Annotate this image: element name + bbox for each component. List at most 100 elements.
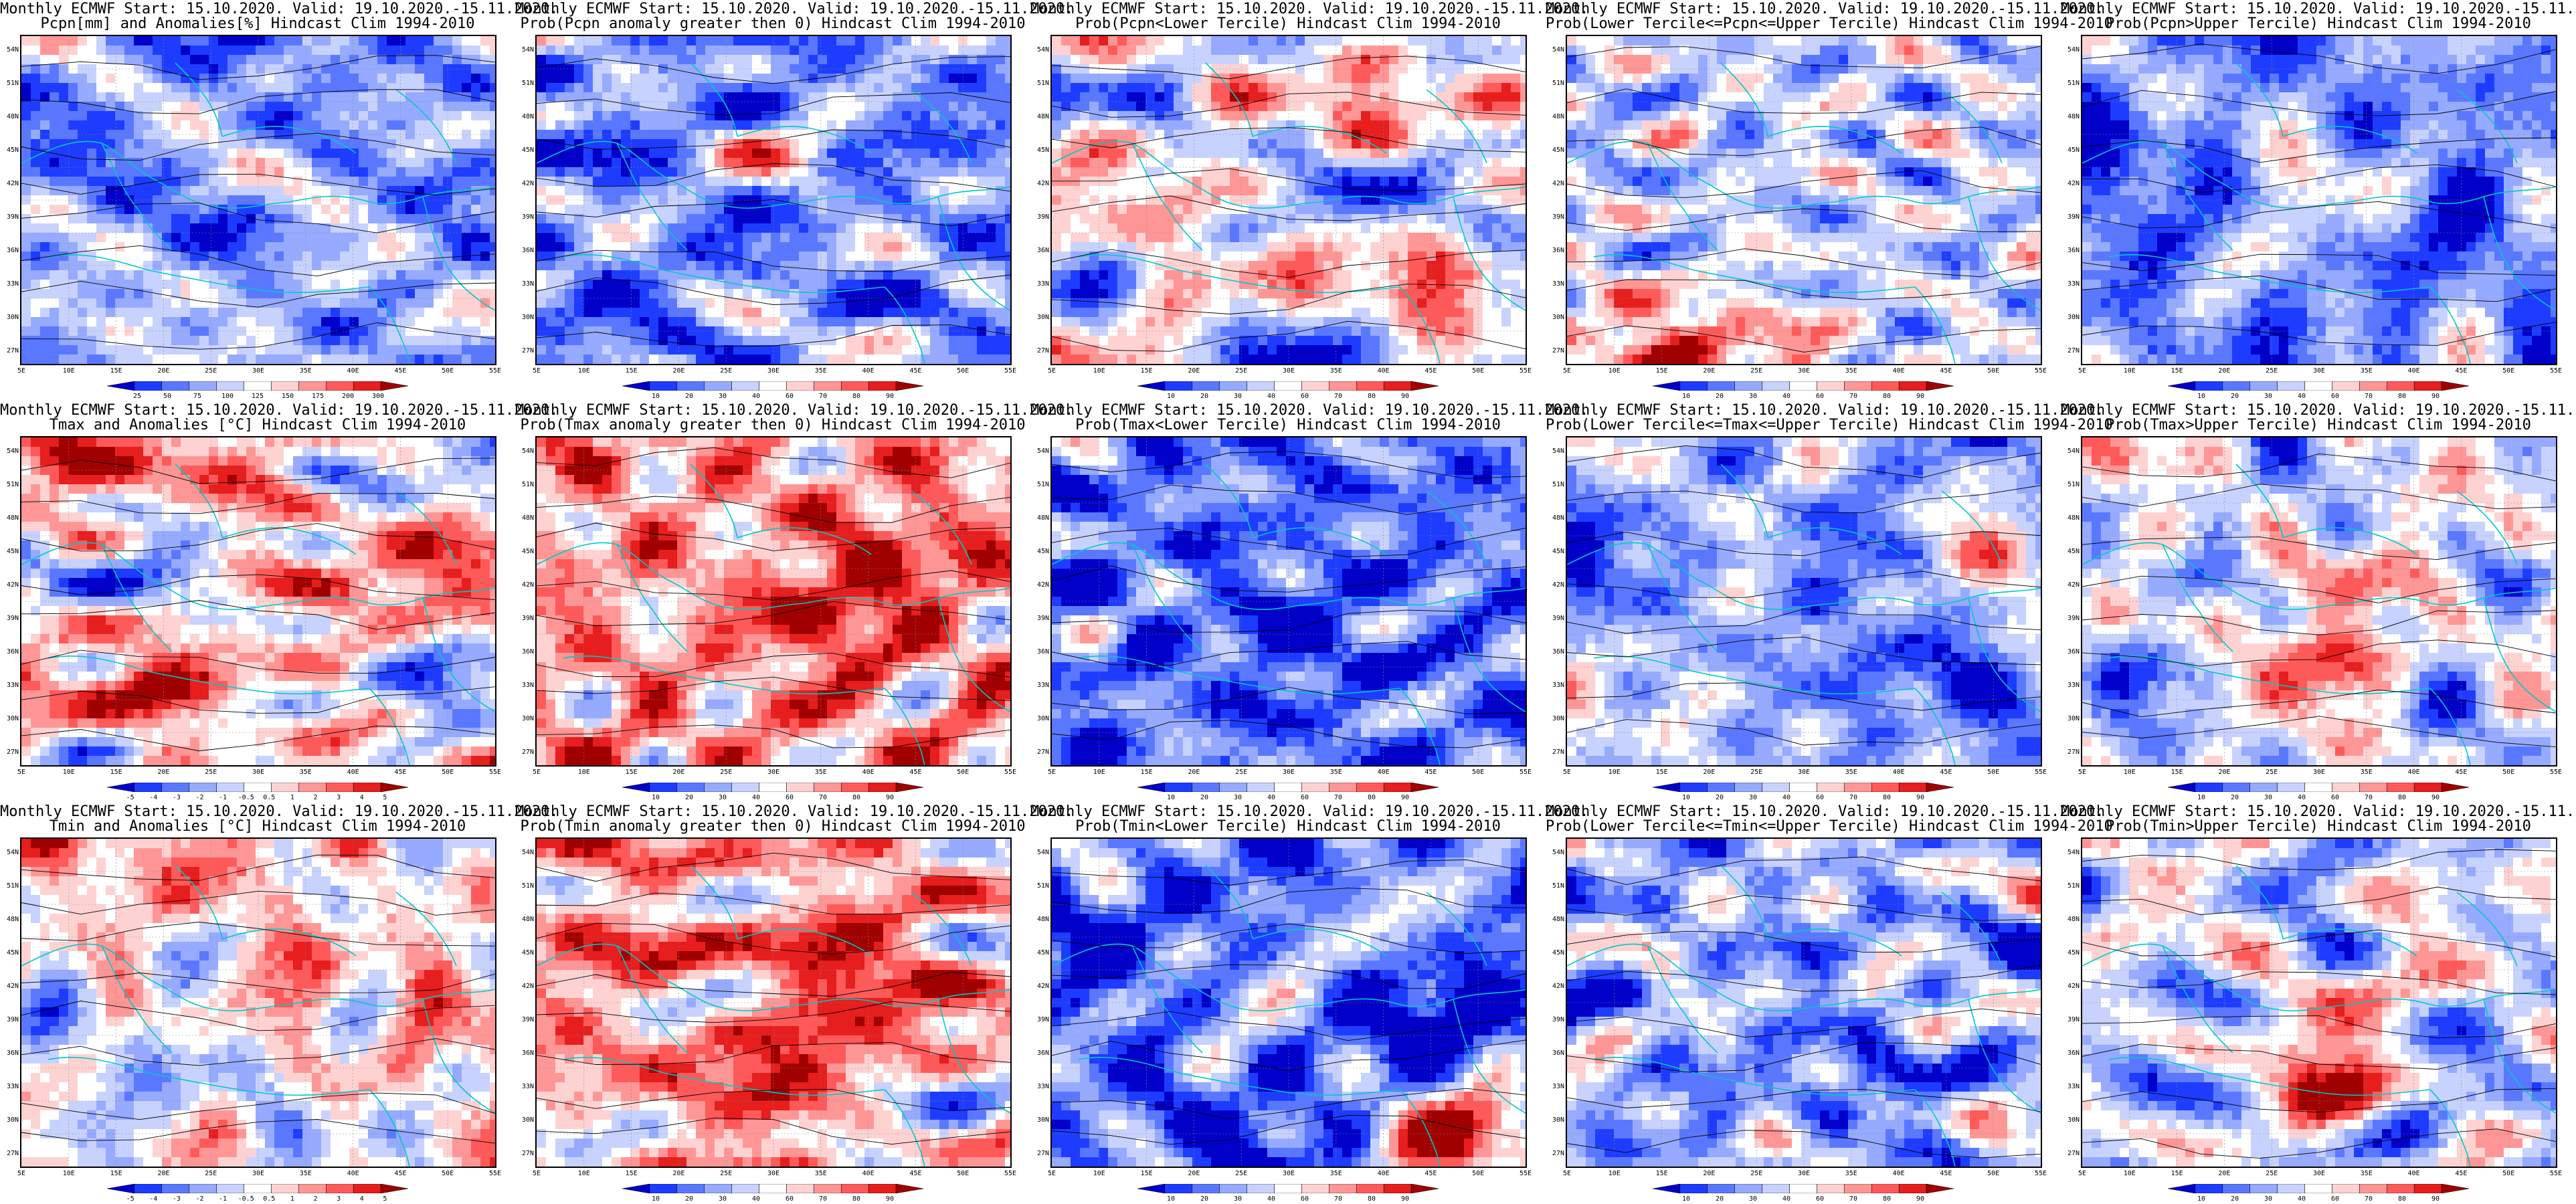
- colorbar-swatch: [2168, 1184, 2196, 1193]
- contour-line: [537, 447, 1010, 478]
- contour-line: [537, 199, 1010, 227]
- contour-line: [2082, 690, 2556, 718]
- coastline: [737, 527, 872, 555]
- contour-line: [2082, 610, 2556, 635]
- latitude-tick-label: 45N: [0, 950, 19, 957]
- coastline: [2235, 464, 2284, 538]
- latitude-tick-label: 30N: [1030, 1117, 1049, 1124]
- latitude-tick-label: 45N: [2061, 950, 2080, 957]
- colorbar-swatch: [1410, 1184, 1439, 1193]
- latitude-tick-label: 54N: [1546, 849, 1564, 856]
- latitude-tick-label: 48N: [0, 515, 19, 522]
- latitude-tick-label: 54N: [1030, 849, 1049, 856]
- longitude-tick-label: 40E: [2408, 368, 2420, 375]
- colorbar-swatch: [759, 1184, 787, 1193]
- colorbar-swatch: [895, 381, 923, 391]
- colorbar-tick-label: 10: [1682, 393, 1690, 400]
- longitude-tick-label: 10E: [578, 769, 590, 776]
- colorbar-swatch: [244, 783, 272, 792]
- contour-line: [537, 129, 1010, 150]
- contour-line: [1052, 168, 1526, 192]
- colorbar-swatch: [2304, 1184, 2332, 1193]
- panel-title-line2: Prob(Pcpn<Lower Tercile) Hindcast Clim 1…: [1030, 16, 1546, 32]
- contour-line: [1052, 964, 1526, 989]
- colorbar-swatch: [1329, 783, 1357, 792]
- colorbar-swatch: [134, 381, 163, 391]
- latitude-tick-label: 39N: [0, 615, 19, 622]
- colorbar-swatch: [353, 783, 381, 792]
- longitude-tick-label: 30E: [1798, 368, 1810, 375]
- latitude-tick-label: 36N: [2061, 649, 2080, 656]
- panel-title-line2: Prob(Tmax anomaly greater then 0) Hindca…: [515, 417, 1030, 433]
- latitude-tick-label: 54N: [515, 849, 534, 856]
- colorbar-swatch: [1247, 1184, 1275, 1193]
- longitude-tick-label: 10E: [2124, 1171, 2136, 1177]
- longitude-tick-label: 55E: [489, 1171, 501, 1177]
- contour-line: [1052, 320, 1526, 352]
- longitude-tick-label: 30E: [2313, 769, 2325, 776]
- longitude-tick-label: 20E: [1188, 1171, 1200, 1177]
- longitude-tick-label: 20E: [672, 769, 684, 776]
- coastline: [1593, 1056, 1916, 1096]
- coastline: [2162, 142, 2233, 251]
- coastline: [21, 943, 290, 1011]
- colorbar-tick-label: -0.5: [238, 1196, 254, 1203]
- colorbar-swatch: [649, 381, 678, 391]
- colorbar-tick-label: -3: [173, 1196, 181, 1203]
- coastline: [1647, 544, 1718, 652]
- map-panel: Monthly ECMWF Start: 15.10.2020. Valid: …: [1030, 401, 1588, 803]
- contour-line: [1567, 682, 2041, 711]
- colorbar: [622, 381, 923, 391]
- colorbar-tick-label: 20: [1716, 795, 1724, 801]
- panel-title-line2: Prob(Lower Tercile<=Tmax<=Upper Tercile)…: [1546, 417, 2113, 433]
- latitude-tick-label: 48N: [1546, 515, 1564, 522]
- colorbar-tick-label: 90: [886, 1196, 894, 1203]
- longitude-tick-label: 15E: [1141, 1171, 1153, 1177]
- colorbar-tick-label: 80: [852, 1196, 860, 1203]
- coastline: [1968, 999, 2041, 1114]
- longitude-tick-label: 15E: [626, 1171, 638, 1177]
- colorbar-tick-label: 70: [819, 1196, 827, 1203]
- colorbar-tick-label: 90: [1916, 393, 1924, 400]
- longitude-tick-label: 55E: [489, 769, 501, 776]
- longitude-tick-label: 55E: [2550, 368, 2562, 375]
- colorbar-swatch: [107, 1184, 135, 1193]
- latitude-tick-label: 27N: [1030, 1150, 1049, 1157]
- latitude-tick-label: 45N: [1030, 950, 1049, 957]
- colorbar-tick-label: 70: [2365, 795, 2373, 801]
- colorbar-tick-label: 80: [2398, 393, 2406, 400]
- latitude-tick-label: 48N: [515, 916, 534, 923]
- colorbar-tick-label: 10: [652, 795, 660, 801]
- colorbar-tick-label: 70: [1849, 1196, 1857, 1203]
- contour-line: [1567, 45, 2041, 68]
- coastline: [1914, 688, 1956, 765]
- longitude-tick-label: 25E: [1750, 368, 1762, 375]
- colorbar: [1653, 381, 1954, 391]
- contour-line: [2082, 639, 2556, 667]
- colorbar-swatch: [1164, 1184, 1193, 1193]
- colorbar-swatch: [2222, 381, 2250, 391]
- latitude-tick-label: 27N: [515, 1150, 534, 1157]
- latitude-tick-label: 42N: [1030, 181, 1049, 187]
- panel-title-line1: Monthly ECMWF Start: 15.10.2020. Valid: …: [515, 1, 1073, 17]
- latitude-tick-label: 42N: [1546, 582, 1564, 589]
- colorbar-swatch: [216, 1184, 244, 1193]
- coastline: [690, 464, 738, 538]
- latitude-tick-label: 33N: [2061, 281, 2080, 288]
- latitude-tick-label: 36N: [1546, 1050, 1564, 1057]
- longitude-tick-label: 40E: [1893, 769, 1905, 776]
- longitude-tick-label: 5E: [1048, 1171, 1056, 1177]
- colorbar-tick-label: 10: [652, 393, 660, 400]
- panel-title-line1: Monthly ECMWF Start: 15.10.2020. Valid: …: [515, 403, 1073, 419]
- latitude-tick-label: 33N: [0, 682, 19, 689]
- longitude-tick-label: 25E: [720, 368, 732, 375]
- longitude-tick-label: 15E: [110, 769, 122, 776]
- colorbar-swatch: [380, 381, 408, 391]
- latitude-tick-label: 36N: [1546, 247, 1564, 254]
- colorbar-tick-label: 30: [1234, 795, 1242, 801]
- colorbar-tick-label: 80: [1368, 393, 1376, 400]
- colorbar-tick-label: 20: [1200, 795, 1208, 801]
- colorbar-tick-label: 30: [1749, 393, 1757, 400]
- map-area: [2081, 837, 2557, 1168]
- colorbar-swatch: [1871, 381, 1900, 391]
